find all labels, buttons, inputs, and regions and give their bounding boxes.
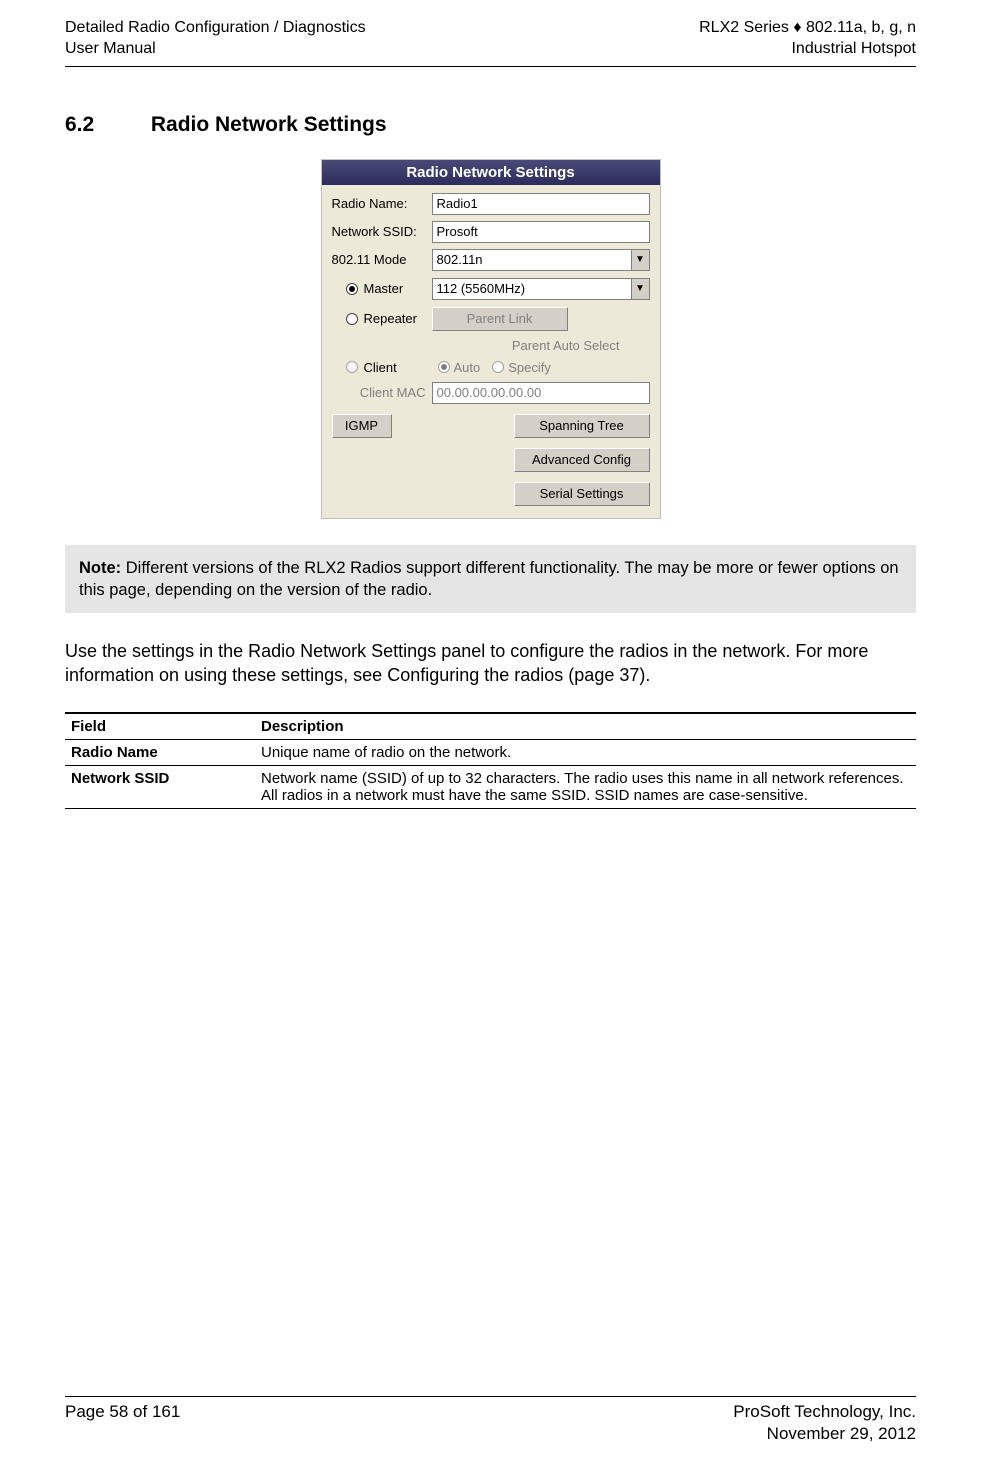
header-divider — [65, 66, 916, 67]
client-radio-wrap[interactable]: Client — [332, 360, 432, 375]
channel-value: 112 (5560MHz) — [433, 279, 631, 299]
header-right: RLX2 Series ♦ 802.11a, b, g, n Industria… — [699, 18, 916, 60]
repeater-label: Repeater — [364, 311, 417, 326]
footer-right: ProSoft Technology, Inc. November 29, 20… — [733, 1401, 916, 1445]
td-desc: Unique name of radio on the network. — [255, 739, 916, 765]
table-row: Radio Name Unique name of radio on the n… — [65, 739, 916, 765]
row-client-mac: Client MAC — [332, 382, 650, 404]
note-prefix: Note: — [79, 559, 126, 577]
auto-label: Auto — [454, 360, 481, 375]
parent-auto-text: Parent Auto Select — [332, 338, 650, 353]
footer-right-line1: ProSoft Technology, Inc. — [733, 1401, 916, 1423]
btn-row-3: Serial Settings — [332, 482, 650, 506]
dropdown-arrow-icon: ▼ — [631, 250, 649, 270]
page-footer: Page 58 of 161 ProSoft Technology, Inc. … — [65, 1396, 916, 1445]
igmp-button[interactable]: IGMP — [332, 414, 392, 438]
section-heading: 6.2 Radio Network Settings — [65, 113, 916, 137]
footer-left: Page 58 of 161 — [65, 1401, 180, 1445]
repeater-radio-wrap[interactable]: Repeater — [332, 311, 432, 326]
radio-settings-panel: Radio Network Settings Radio Name: Netwo… — [321, 159, 661, 519]
label-radio-name: Radio Name: — [332, 196, 432, 211]
header-left-line1: Detailed Radio Configuration / Diagnosti… — [65, 18, 366, 39]
page-header: Detailed Radio Configuration / Diagnosti… — [65, 18, 916, 60]
label-ssid: Network SSID: — [332, 224, 432, 239]
row-client: Client Auto Specify — [332, 360, 650, 375]
panel-title: Radio Network Settings — [322, 160, 660, 185]
header-right-line1: RLX2 Series ♦ 802.11a, b, g, n — [699, 18, 916, 39]
master-label: Master — [364, 281, 404, 296]
table-row: Network SSID Network name (SSID) of up t… — [65, 765, 916, 808]
footer-right-line2: November 29, 2012 — [733, 1423, 916, 1445]
row-master: Master 112 (5560MHz) ▼ — [332, 278, 650, 300]
td-field: Network SSID — [65, 765, 255, 808]
master-radio-icon — [346, 283, 358, 295]
specify-radio-icon[interactable] — [492, 361, 504, 373]
specify-label: Specify — [508, 360, 551, 375]
auto-radio-icon[interactable] — [438, 361, 450, 373]
header-left-line2: User Manual — [65, 39, 366, 60]
mode-value: 802.11n — [433, 250, 631, 270]
parent-link-button[interactable]: Parent Link — [432, 307, 568, 331]
th-field: Field — [65, 713, 255, 740]
spanning-tree-button[interactable]: Spanning Tree — [514, 414, 650, 438]
panel-body: Radio Name: Network SSID: 802.11 Mode 80… — [322, 185, 660, 518]
serial-settings-button[interactable]: Serial Settings — [514, 482, 650, 506]
client-label: Client — [364, 360, 397, 375]
dropdown-arrow-icon: ▼ — [631, 279, 649, 299]
section-number: 6.2 — [65, 113, 145, 137]
client-radio-icon — [346, 361, 358, 373]
note-text: Different versions of the RLX2 Radios su… — [79, 559, 899, 599]
client-subradios: Auto Specify — [432, 360, 551, 375]
row-radio-name: Radio Name: — [332, 193, 650, 215]
btn-row-2: Advanced Config — [332, 448, 650, 472]
figure-wrap: Radio Network Settings Radio Name: Netwo… — [65, 159, 916, 519]
advanced-config-button[interactable]: Advanced Config — [514, 448, 650, 472]
master-radio-wrap[interactable]: Master — [332, 281, 432, 296]
note-box: Note: Different versions of the RLX2 Rad… — [65, 545, 916, 614]
ssid-input[interactable] — [432, 221, 650, 243]
th-description: Description — [255, 713, 916, 740]
mode-select[interactable]: 802.11n ▼ — [432, 249, 650, 271]
body-paragraph: Use the settings in the Radio Network Se… — [65, 639, 916, 688]
channel-select[interactable]: 112 (5560MHz) ▼ — [432, 278, 650, 300]
repeater-radio-icon — [346, 313, 358, 325]
row-repeater: Repeater Parent Link — [332, 307, 650, 331]
row-ssid: Network SSID: — [332, 221, 650, 243]
definitions-table: Field Description Radio Name Unique name… — [65, 712, 916, 809]
header-right-line2: Industrial Hotspot — [699, 39, 916, 60]
footer-divider — [65, 1396, 916, 1397]
section-title-text: Radio Network Settings — [151, 113, 387, 136]
btn-row-1: IGMP Spanning Tree — [332, 414, 650, 438]
td-field: Radio Name — [65, 739, 255, 765]
client-mac-input[interactable] — [432, 382, 650, 404]
header-left: Detailed Radio Configuration / Diagnosti… — [65, 18, 366, 60]
row-mode: 802.11 Mode 802.11n ▼ — [332, 249, 650, 271]
td-desc: Network name (SSID) of up to 32 characte… — [255, 765, 916, 808]
label-client-mac: Client MAC — [332, 385, 432, 400]
radio-name-input[interactable] — [432, 193, 650, 215]
label-mode: 802.11 Mode — [332, 252, 432, 267]
